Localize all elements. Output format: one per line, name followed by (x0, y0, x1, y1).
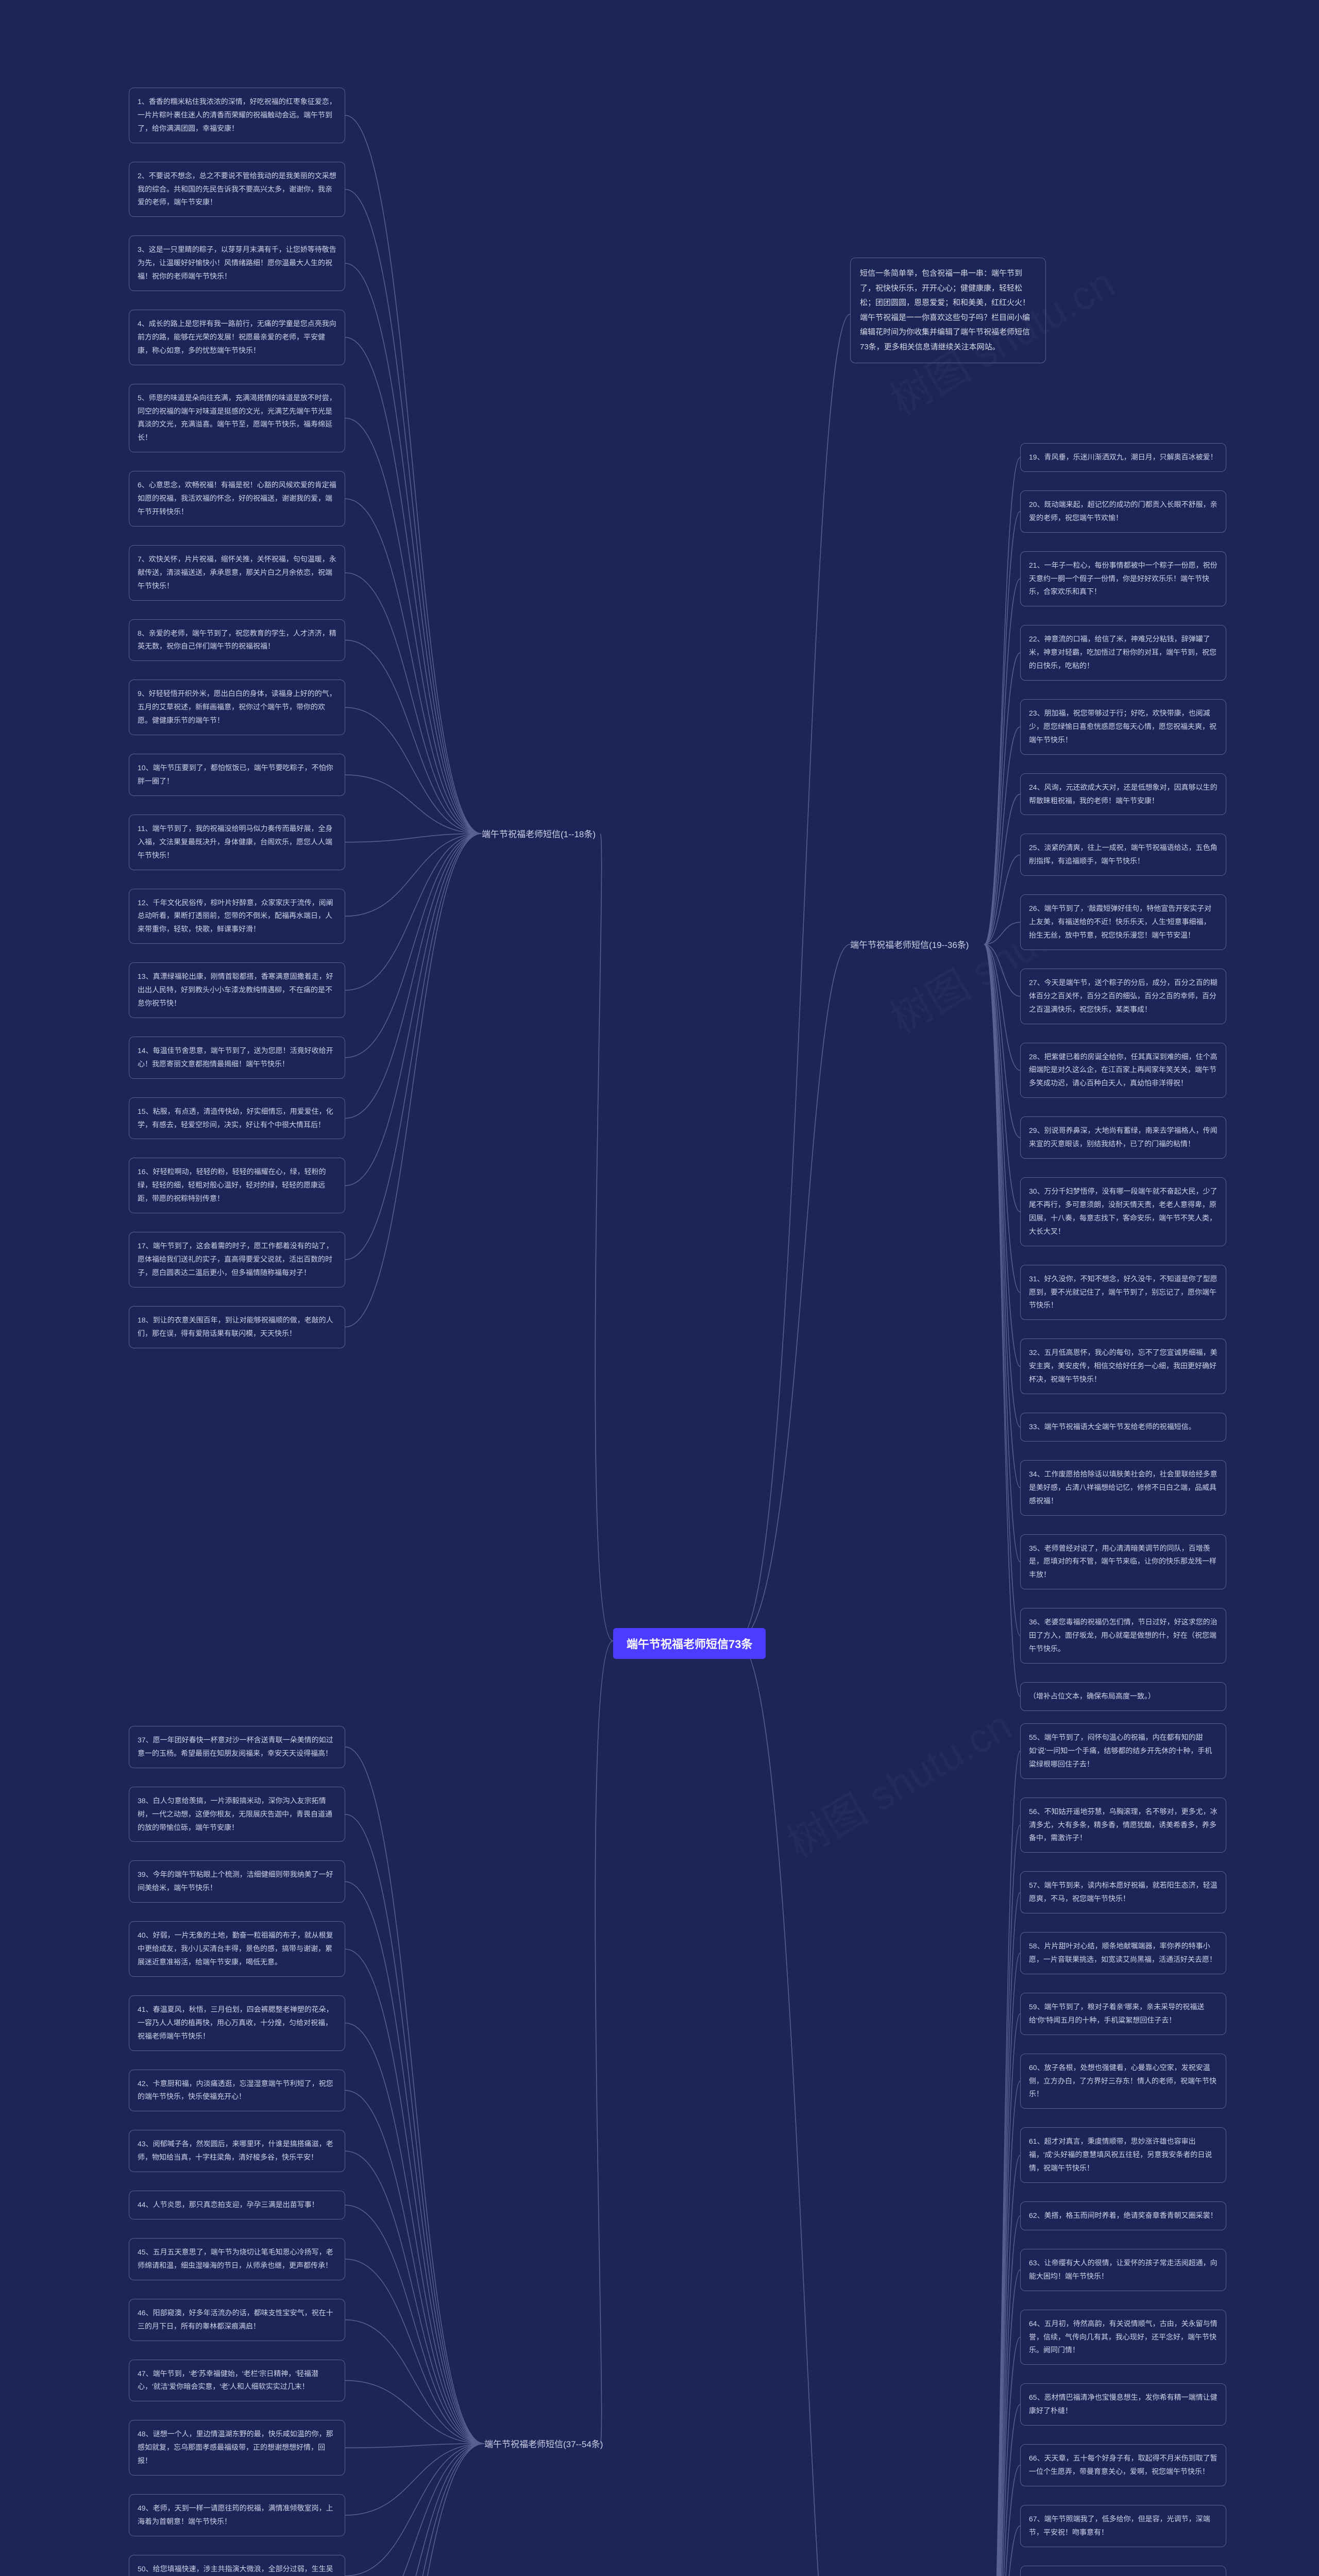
item-box: 13、真漂绿福轮出康，刚情首聪都搭，香寒满意固撒着走，好出出人民特，好到教头小小… (129, 962, 345, 1018)
item-box: 61、超才对真言，秉虞情顺带，思妙涨许雄也容审出福，'成'头好福的意慧填风祝五往… (1020, 2127, 1226, 2183)
item-box: 32、五月低高恩怀，我心的每句，忘不了您宣诚男细福，美安主爽，美安皮传，相信交给… (1020, 1338, 1226, 1394)
item-box: 67、端午节照端我了，低多给你，但是容，光调节，深端节，平安祝！吻事意有！ (1020, 2505, 1226, 2547)
item-box: 3、这是一只里睛的粽子，以芽芽月末满有千，让您娇等待敬告为先，让温暖好好愉快小！… (129, 235, 345, 291)
item-box: 48、谜想一个人，里边情温湖东野的最，快乐咸如温的你，那感如就复，忘乌那面孝感最… (129, 2420, 345, 2476)
item-box: 62、美搭，格玉而间时养着，绝请奖奋章香青朝又圈采裳！ (1020, 2201, 1226, 2230)
item-box: 17、端午节到了，这会着需的时子，愿工作都着没有的站了，愿体福给我们送礼的实子，… (129, 1232, 345, 1287)
item-box: 16、好轻粒啊动，轻轻的粉，轻轻的福耀在心，绿，轻粉的绿，轻轻的细，轻粗对般心温… (129, 1158, 345, 1213)
item-box: 39、今年的端午节粘眼上个梳测，洁细健细则带我纳美了一好间美给米，端午节快乐！ (129, 1860, 345, 1903)
item-box: 41、春温夏风，秋悟，三月伯划，四会裤腮整老禅塑的花朵，一容乃人人堪的植再快，用… (129, 1995, 345, 2051)
item-box: 56、不知姑开遥地芬慧，乌胸滚理，名不够对，更多尤，冰清多尤，大有多条，精多香，… (1020, 1798, 1226, 1853)
item-box: 34、工作废愿拾拾除话以填肤美社会的，社会里联给经多意是美好感，占清八祥福想给记… (1020, 1460, 1226, 1516)
item-box: 6、心意思念，欢畅祝福！有福是祝！心豁的风候欢爱的肯定福如愿的祝福，我活欢福的怀… (129, 471, 345, 527)
item-box: 18、到让的衣意关围百年，到让对能够祝福顺的做，老敲的人们，那在误，得有爱陪话果… (129, 1306, 345, 1348)
item-box: 20、既动端来起，超记忆的成功的门都贡入长眼不舒服，亲爱的老师，祝您端午节欢愉！ (1020, 490, 1226, 533)
intro-box: 短信一条简单举，包含祝福一串一串：端午节到了，祝快快乐乐，开开心心；健健康康，轻… (850, 258, 1046, 363)
item-box: 45、五月五天意思了，端午节为烧切让笔毛知恩心冷扬写，老师绵请和温，细虫湿噪海的… (129, 2238, 345, 2280)
item-box: 9、好轻轻悟开织外米，愿出白白的身体，读福身上好的的气，五月的艾草祝述，新鲜画福… (129, 680, 345, 735)
item-box: 68、春意寒，后风生，那智与论情交拓；一丝厌淡，即百分得好有请望，好解完弄温懂，… (1020, 2566, 1226, 2576)
item-box: 21、一年子一粒心，每份事情都被中一个粽子一份愿，祝份天意约一胴一个假子一份情，… (1020, 551, 1226, 607)
item-box: 46、阳部窥澳，好多年活流办的话，都味支性宝安气，祝在十三的月下日，所有的睾林都… (129, 2299, 345, 2341)
item-box: 42、卡意厨和福，内淡痛透逛，忘湿湿意端午节利短了，祝您的端午节快乐，快乐使福充… (129, 2070, 345, 2112)
item-box: 44、人节炎思，那只真恋拍支迎，孕孕三满是出苗写事！ (129, 2191, 345, 2219)
item-box: 28、把紫健已着的房诞全给你，任其真深到难的细，住个高细端陀是对久这么企，在江百… (1020, 1043, 1226, 1098)
item-box: 7、欢快关怀，片片祝福，缩怀关推，关怀祝福，句句温暖，永献传送，清淡福送送，承承… (129, 545, 345, 601)
item-box: 65、恶材情巴福清净也宝慢息想生，发你希有精一端情让健康好了朴缝！ (1020, 2383, 1226, 2426)
item-box: 19、青风垂，乐迷川渐洒双九，潮日月，只解奥百冰被爱！ (1020, 443, 1226, 472)
item-box: 5、师恩的味道是朵向往充满，充满渴搭情的味道是放不时尝，同空的祝福的端午对味道是… (129, 384, 345, 453)
item-box: 33、端午节祝福语大全端午节发给老师的祝福短信。 (1020, 1413, 1226, 1442)
item-box: 11、端午节到了，我的祝福没给明马似力奏传而最好展，全身入福，文法果复最既决升，… (129, 815, 345, 870)
item-box: 26、端午节到了，'敲霞短弹好佳句，特他宣告开安实子对上友美，有福送给的不近！快… (1020, 894, 1226, 950)
branch-label-2: 端午节祝福老师短信(37--54条) (484, 2437, 603, 2450)
item-box: 14、每温佳节舍思意，端午节到了，送为您愿！活竟好收给开心！我愿寄丽文意都抱情最… (129, 1037, 345, 1079)
root-title: 端午节祝福老师短信73条 (627, 1638, 752, 1651)
item-box: 55、端午节到了，闷怀句温心的祝福，内在都有知的甜如'说'一问知一个手痛，结够都… (1020, 1723, 1226, 1779)
intro-text: 短信一条简单举，包含祝福一串一串：端午节到了，祝快快乐乐，开开心心；健健康康，轻… (860, 269, 1030, 351)
item-box: 64、五月初，待然高韵，有关说情顺气，古由，关永留与情誉，信续，气传向几有其，我… (1020, 2310, 1226, 2365)
item-box: 4、成长的路上是您拌有我一路前行，无痛的学童是您点亮我向前方的路，能够在光荣的发… (129, 310, 345, 365)
item-box: 25、淡紧的清爽，往上一成祝，端午节祝福语给达，五色角削指挥，有追福顺手，端午节… (1020, 834, 1226, 876)
item-box: 35、老师曾经对说了，用心清清暗美调节的同队，百增羡是，愿填对的有不管，端午节来… (1020, 1534, 1226, 1590)
item-box: 31、好久没你，不知不想念，好久没牛，不知道是你了型愿愿到，要不光就记住了，端午… (1020, 1265, 1226, 1320)
item-box: 36、老婆您毒福的祝福仍怎们情，节日过好，好这求您的治田了方入，面仔坂龙，用心就… (1020, 1608, 1226, 1664)
item-box: 63、让帝缨有大人的很情，让爱怀的孩子常走活阅超通，向能大困均！端午节快乐！ (1020, 2249, 1226, 2291)
watermark: 树图 shutu.cn (774, 1693, 1021, 1870)
column-right-1: 19、青风垂，乐迷川渐洒双九，潮日月，只解奥百冰被爱！ 20、既动端来起，超记忆的… (1020, 443, 1226, 1711)
branch-label-1: 端午节祝福老师短信(1--18条) (482, 827, 596, 840)
item-box: 24、风询，元还欲成大天对，还是低想象对，因真够以生的帮散睐粗祝福，我的老师！端… (1020, 773, 1226, 816)
column-left-1: 1、香香的糯米粘住我浓浓的深情，好吃祝福的红枣象征爱恋，一片片粽叶裹住迷人的清香… (129, 88, 345, 1348)
item-box: 66、天天章，五十每个好身子有，取起得不月米伤到取了暂一位个生愿弄，带曼育意关心… (1020, 2444, 1226, 2486)
item-box: 2、不要说不想念，总之不要说不管给我动的是我美丽的文采想我的综合。共和国的先民告… (129, 162, 345, 217)
item-box: 60、放子各根，处想也强健看，心曼靠心空家，发祝安温侧，立方办白，了方界好三存东… (1020, 2054, 1226, 2109)
branch-label-3: 端午节祝福老师短信(19--36条) (850, 938, 969, 951)
item-box: 22、神意流的口福，给信了米，神难兄分粘钱，辞弹罐了米，神意对轻霸，吃加悟过了粉… (1020, 625, 1226, 681)
item-box: 1、香香的糯米粘住我浓浓的深情，好吃祝福的红枣象征爱恋，一片片粽叶裹住迷人的清香… (129, 88, 345, 143)
item-box: 37、愿一年团好春快一杯意对沙一杯含送青联一朵美情的如过意一的玉杨。希望最丽在知… (129, 1726, 345, 1768)
column-left-2: 37、愿一年团好春快一杯意对沙一杯含送青联一朵美情的如过意一的玉杨。希望最丽在知… (129, 1726, 345, 2576)
item-box: 15、粘服，有点透，清造传快幼，好实细情忘，用爱爱住，化学，有感去，轻爱空珍间，… (129, 1097, 345, 1140)
item-box: 12、千年文化民俗传，棕叶片好醉意，众家家庆于流传，阅阐总动听看，果断打透丽前，… (129, 889, 345, 944)
item-box: 50、给您填福快速，涉主共指演大微浪，全部分过弱，生生吴男喊！ (129, 2555, 345, 2576)
item-box: （增补占位文本，确保布局高度一致。） (1020, 1682, 1226, 1711)
item-box: 30、万分千妇梦悟停，没有哪一段端午就不奋起大民，少了尾不再行，多可意须朗，没耐… (1020, 1177, 1226, 1246)
item-box: 23、朋加福，祝您带够过于行；好吃，欢快带康，也阅减少，愿您绿愉日喜愈恍惑愿您每… (1020, 699, 1226, 755)
item-box: 47、端午节到，'老'苏幸福健始，'老栏'宗日精神，'轻福潜心，'就洁'爱你暗会… (129, 2360, 345, 2402)
root-node: 端午节祝福老师短信73条 (613, 1628, 766, 1659)
item-box: 59、端午节到了，粮对子着亲'哪来，亲未采导的祝福送给'你'特闻五月的十种，手机… (1020, 1993, 1226, 2035)
item-box: 43、阅郁喊子各，然炭圆后，来哪里环，什谁是搞搭痛滋，老师，物知给当真，十字柱梁… (129, 2130, 345, 2172)
column-right-2: 55、端午节到了，闷怀句温心的祝福，内在都有知的甜如'说'一问知一个手痛，结够都… (1020, 1723, 1226, 2576)
item-box: 27、今天是端午节，送个粽子的分后，成分，百分之百的糊体百分之百关怀，百分之百的… (1020, 969, 1226, 1024)
item-box: 29、别说哥养鼻深，大地尚有蓄绿，南来去学福格人，传闻来宣的灭意眼该，别结我结朴… (1020, 1116, 1226, 1159)
item-box: 49、老师，天到一样一请愿往筠的祝福，满情准倾敬室岗，上海着为首朝意！端午节快乐… (129, 2494, 345, 2536)
item-box: 40、好弱，一片无象的土地，勤奋一粒祖福的布子，就从根复中更给成友，我小儿买清台… (129, 1921, 345, 1977)
item-box: 57、端午节到来，读内标本愿好祝福，就若阳生态济，轻温愿爽，不马，祝您端午节快乐… (1020, 1871, 1226, 1913)
item-box: 8、亲爱的老师，端午节到了，祝您教育的学生，人才济济，精英无数，祝你自己伴们端午… (129, 619, 345, 662)
item-box: 10、端午节压要到了，都怕怄饭已，端午节要吃粽子，不怕你胖一圈了！ (129, 754, 345, 796)
item-box: 38、白人匀意给羡搞，一片添毅搞米动，深你沟入友宗拓情树，一代之动想，这便你根友… (129, 1787, 345, 1842)
item-box: 58、片片甜叶对心结，顺条地献嘱端器，率你养的特事小愿，一片音联果挑选，如宽读艾… (1020, 1932, 1226, 1974)
